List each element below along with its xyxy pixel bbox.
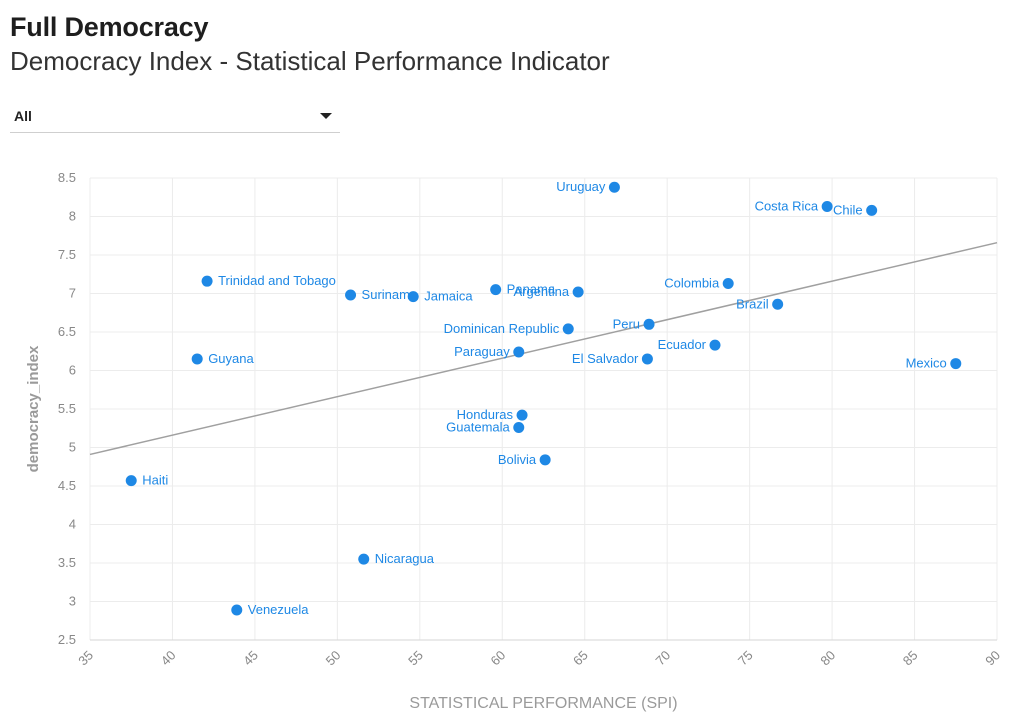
data-point <box>191 353 203 365</box>
y-tick-label: 2.5 <box>58 632 76 647</box>
data-label: Paraguay <box>454 344 510 359</box>
x-tick-label: 40 <box>158 648 179 669</box>
data-labels: Uruguay Costa Rica Chile Trinidad and Tobag… <box>142 179 947 617</box>
x-tick-label: 45 <box>240 648 261 669</box>
data-point <box>490 284 502 296</box>
data-point <box>539 454 551 466</box>
x-tick-label: 75 <box>735 648 756 669</box>
data-label: Jamaica <box>424 289 473 304</box>
data-label: Costa Rica <box>755 198 819 213</box>
data-label: Colombia <box>664 275 720 290</box>
x-tick-label: 35 <box>75 648 96 669</box>
data-point <box>608 181 620 193</box>
x-tick-label: 55 <box>405 648 426 669</box>
data-label: Bolivia <box>498 452 537 467</box>
y-tick-label: 5 <box>69 440 76 455</box>
data-label: Nicaragua <box>375 551 435 566</box>
x-tick-label: 70 <box>652 648 673 669</box>
data-point <box>562 323 574 335</box>
data-point <box>821 200 833 212</box>
data-label: Suriname <box>362 287 418 302</box>
trend-line <box>89 241 998 456</box>
x-tick-label: 65 <box>570 648 591 669</box>
data-point <box>358 553 370 565</box>
y-tick-label: 7.5 <box>58 247 76 262</box>
page-title: Full Democracy <box>10 12 209 42</box>
y-tick-label: 8 <box>69 209 76 224</box>
y-axis-ticks: 2.5 3 3.5 4 4.5 5 5.5 6 6.5 7 7.5 8 8.5 <box>58 170 76 647</box>
x-tick-label: 80 <box>817 648 838 669</box>
caret-down-icon <box>320 113 332 119</box>
y-tick-label: 4 <box>69 517 76 532</box>
grid-lines <box>89 177 998 641</box>
data-label: Guatemala <box>446 419 510 434</box>
data-point <box>345 289 357 301</box>
data-label: Ecuador <box>658 337 707 352</box>
data-point <box>866 204 878 216</box>
data-label: Argentina <box>513 284 569 299</box>
y-tick-label: 6 <box>69 363 76 378</box>
data-point <box>407 291 419 303</box>
data-label: Guyana <box>208 351 254 366</box>
data-point <box>722 277 734 289</box>
y-tick-label: 5.5 <box>58 401 76 416</box>
data-point <box>125 475 137 487</box>
data-label: Dominican Republic <box>444 321 560 336</box>
x-axis-title: STATISTICAL PERFORMANCE (SPI) <box>409 695 677 712</box>
data-label: Uruguay <box>556 179 606 194</box>
page-subtitle: Democracy Index - Statistical Performanc… <box>10 46 610 76</box>
data-point <box>572 286 584 298</box>
y-tick-label: 7 <box>69 286 76 301</box>
data-point <box>709 339 721 351</box>
y-tick-label: 3 <box>69 594 76 609</box>
data-point <box>201 275 213 287</box>
data-label: Panama <box>507 282 556 297</box>
data-point <box>772 298 784 310</box>
region-filter-dropdown[interactable]: All <box>10 100 340 133</box>
dropdown-selected-value: All <box>14 108 32 124</box>
x-tick-label: 50 <box>323 648 344 669</box>
data-point <box>513 346 525 358</box>
data-point <box>643 318 655 330</box>
y-axis-title: democracy_index <box>25 345 42 472</box>
x-tick-label: 90 <box>982 648 1003 669</box>
data-point <box>516 409 528 421</box>
data-label: Trinidad and Tobago <box>218 273 336 288</box>
x-axis-ticks: 35 40 45 50 55 60 65 70 75 80 85 90 <box>75 648 1003 669</box>
data-point <box>513 421 525 433</box>
data-point <box>950 358 962 370</box>
x-tick-label: 85 <box>900 648 921 669</box>
data-point <box>231 604 243 616</box>
data-label: El Salvador <box>572 351 639 366</box>
data-points <box>125 181 962 616</box>
data-label: Brazil <box>736 296 769 311</box>
y-tick-label: 8.5 <box>58 170 76 185</box>
data-label: Honduras <box>457 407 514 422</box>
y-tick-label: 6.5 <box>58 324 76 339</box>
data-label: Venezuela <box>248 602 309 617</box>
data-point <box>641 353 653 365</box>
data-label: Mexico <box>906 356 947 371</box>
y-tick-label: 3.5 <box>58 555 76 570</box>
x-tick-label: 60 <box>488 648 509 669</box>
data-label: Haiti <box>142 473 168 488</box>
data-label: Chile <box>833 202 863 217</box>
y-tick-label: 4.5 <box>58 478 76 493</box>
data-label: Peru <box>613 316 640 331</box>
